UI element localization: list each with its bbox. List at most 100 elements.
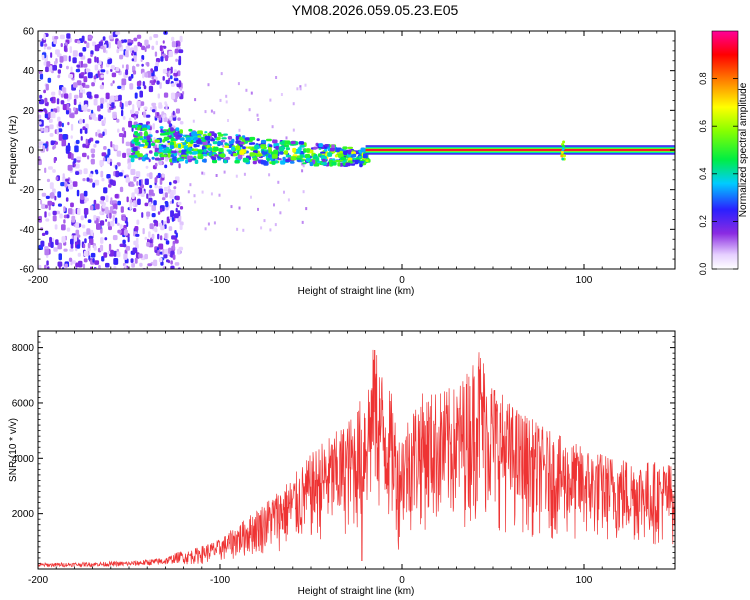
heatmap-cell	[118, 172, 123, 177]
heatmap-cell	[44, 264, 47, 269]
heatmap-cell	[172, 254, 176, 260]
heatmap-cell	[78, 104, 82, 112]
heatmap-cell	[59, 63, 63, 69]
heatmap-cell	[82, 63, 88, 68]
heatmap-cell	[43, 127, 49, 133]
heatmap-cell	[80, 215, 84, 221]
heatmap-cell	[88, 35, 94, 39]
heatmap-cell	[70, 66, 73, 74]
heatmap-cell	[93, 214, 97, 221]
heatmap-cell	[260, 145, 265, 149]
heatmap-cell	[76, 80, 82, 86]
heatmap-cell	[236, 227, 239, 231]
heatmap-cell	[87, 155, 90, 160]
heatmap-cell	[173, 144, 177, 147]
heatmap-cell	[320, 162, 327, 165]
heatmap-cell	[201, 139, 207, 142]
heatmap-cell	[231, 146, 235, 151]
heatmap-cell	[38, 264, 42, 269]
heatmap-cell	[73, 98, 77, 106]
heatmap-cell	[54, 224, 58, 230]
heatmap-cell	[39, 94, 43, 99]
heatmap-cell	[121, 127, 125, 132]
heatmap-cell	[343, 150, 348, 155]
heatmap-cell	[77, 40, 81, 44]
heatmap-cell	[158, 257, 163, 263]
heatmap-cell	[84, 199, 87, 204]
heatmap-cell	[100, 220, 105, 226]
heatmap-cell	[212, 151, 216, 155]
heatmap-cell	[122, 64, 124, 69]
heatmap-cell	[248, 108, 251, 112]
heatmap-cell	[197, 135, 202, 138]
heatmap-cell	[115, 170, 120, 178]
heatmap-cell	[72, 57, 77, 64]
heatmap-cell	[77, 252, 81, 257]
heatmap-cell	[116, 251, 121, 258]
heatmap-cell	[204, 131, 208, 134]
heatmap-cell	[334, 154, 338, 158]
y-tick-label: 8000	[12, 343, 35, 354]
heatmap-cell	[266, 157, 270, 161]
heatmap-cell	[44, 109, 48, 115]
heatmap-cell	[111, 210, 117, 214]
heatmap-cell	[154, 157, 160, 161]
heatmap-cell	[83, 250, 89, 257]
heatmap-cell	[45, 204, 48, 209]
colorbar-label: Normalized spectral amplitude	[738, 82, 749, 217]
heatmap-cell	[155, 61, 159, 67]
heatmap-cell	[302, 146, 304, 150]
heatmap-cell	[132, 104, 135, 111]
heatmap-cell	[168, 69, 171, 77]
heatmap-cell	[235, 135, 239, 141]
heatmap-cell	[306, 157, 310, 162]
heatmap-cell	[194, 98, 197, 102]
heatmap-cell	[44, 43, 48, 47]
x-tick-label: 100	[576, 275, 593, 286]
heatmap-cell	[168, 226, 173, 231]
heatmap-cell	[61, 267, 65, 269]
heatmap-cell	[115, 217, 118, 224]
heatmap-cell	[76, 189, 80, 197]
heatmap-cell	[123, 253, 128, 260]
heatmap-cell	[347, 157, 353, 162]
heatmap-cell	[170, 265, 175, 269]
heatmap-cell	[63, 45, 67, 52]
heatmap-cell	[188, 147, 192, 151]
heatmap-cell	[239, 141, 245, 145]
heatmap-cell	[52, 65, 57, 71]
heatmap-cell	[207, 132, 212, 137]
heatmap-cell	[43, 89, 46, 94]
heatmap-cell	[163, 117, 168, 122]
heatmap-cell	[175, 195, 180, 201]
heatmap-cell	[79, 85, 83, 93]
heatmap-cell	[130, 168, 136, 175]
heatmap-cell	[318, 143, 323, 148]
heatmap-cell	[177, 248, 181, 255]
snr-x-label: Height of straight line (km)	[298, 586, 415, 597]
heatmap-cell	[321, 158, 326, 162]
heatmap-cell	[54, 141, 58, 145]
heatmap-cell	[179, 221, 184, 226]
heatmap-cell	[122, 152, 127, 158]
heatmap-cell	[191, 142, 194, 146]
heatmap-cell	[40, 240, 45, 247]
heatmap-cell	[221, 137, 227, 140]
heatmap-cell	[55, 239, 59, 246]
heatmap-cell	[177, 70, 181, 77]
heatmap-cell	[50, 111, 56, 119]
heatmap-cell	[159, 82, 162, 89]
heatmap-cell	[135, 233, 140, 237]
heatmap-cell	[269, 98, 272, 102]
heatmap-cell	[177, 267, 181, 269]
heatmap-cell	[148, 150, 153, 154]
heatmap-cell	[273, 149, 279, 155]
heatmap-cell	[158, 149, 164, 152]
heatmap-cell	[249, 152, 255, 157]
heatmap-cell	[193, 194, 196, 198]
heatmap-cell	[110, 220, 115, 227]
heatmap-cell	[40, 199, 43, 205]
heatmap-cell	[83, 208, 89, 215]
heatmap-cell	[148, 85, 154, 93]
heatmap-cell	[58, 121, 62, 127]
